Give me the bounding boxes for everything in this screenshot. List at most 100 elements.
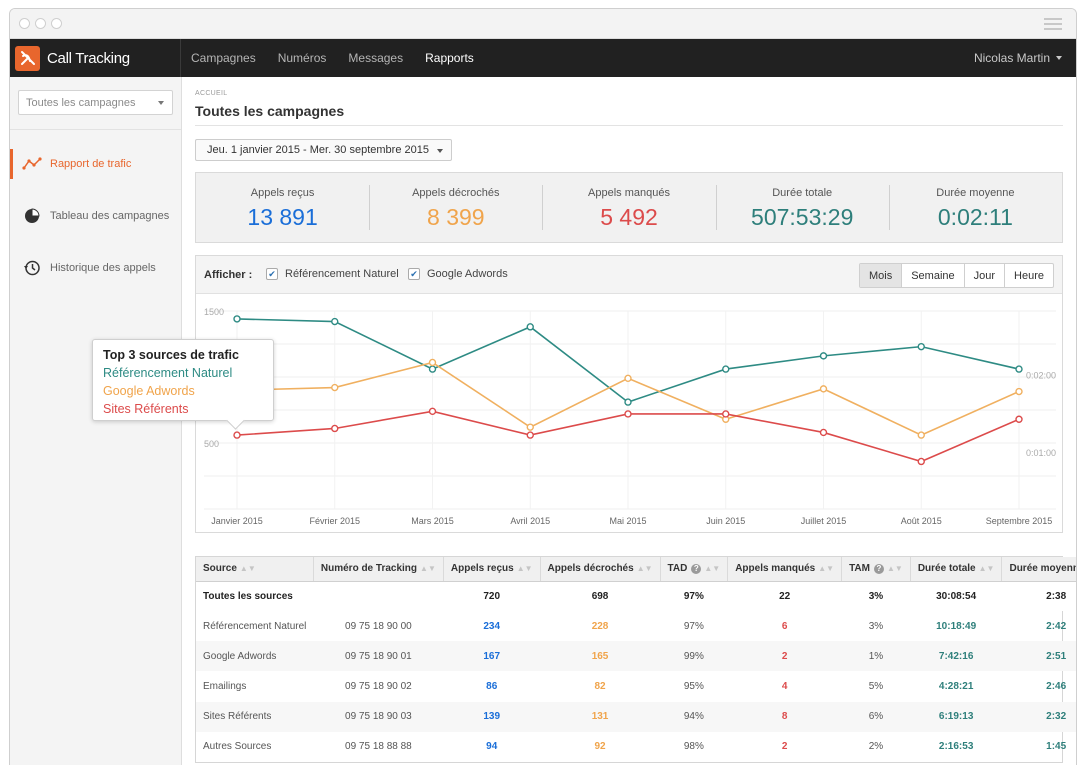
user-menu[interactable]: Nicolas Martin — [974, 39, 1062, 77]
period-jour-button[interactable]: Jour — [963, 264, 1004, 287]
data-point — [624, 398, 632, 406]
table-row[interactable]: Autres Sources 09 75 18 88 88 94 92 98% … — [196, 732, 1076, 762]
col-appels-recus[interactable]: Appels reçus ▲▼ — [443, 557, 541, 582]
cell-total: 6:19:13 — [910, 701, 1002, 732]
period-mois-button[interactable]: Mois — [859, 264, 902, 287]
minimize-window-dot[interactable] — [35, 18, 46, 29]
y-tick-label: 1500 — [204, 307, 224, 317]
sidebar-item-tableau-campagnes[interactable]: Tableau des campagnes — [10, 201, 181, 231]
nav-rapports[interactable]: Rapports — [425, 51, 474, 65]
cell-source: Sites Référents — [196, 701, 314, 732]
stat-value: 0:02:11 — [937, 204, 1013, 230]
maximize-window-dot[interactable] — [51, 18, 62, 29]
history-icon — [22, 259, 42, 277]
cell-tam: 3% — [868, 620, 884, 632]
date-range-picker[interactable]: Jeu. 1 janvier 2015 - Mer. 30 septembre … — [195, 139, 452, 161]
sidebar-item-historique-appels[interactable]: Historique des appels — [10, 253, 181, 283]
col-appels-decroches[interactable]: Appels décrochés ▲▼ — [540, 557, 661, 582]
brand[interactable]: Call Tracking — [10, 39, 181, 77]
col-source[interactable]: Source ▲▼ — [196, 557, 314, 582]
y-tick-label: 500 — [204, 439, 219, 449]
col-duree-moyenne[interactable]: Durée moyenne▲▼ — [1001, 557, 1076, 582]
cell-answered: 82 — [594, 680, 606, 692]
table-total-row[interactable]: Toutes les sources 720 698 97% 22 3% 30:… — [196, 581, 1076, 611]
table-row[interactable]: Google Adwords 09 75 18 90 01 167 165 99… — [196, 641, 1076, 672]
cell-number — [313, 581, 444, 611]
tooltip-title: Top 3 sources de trafic — [103, 348, 239, 362]
data-point — [331, 424, 339, 433]
data-point — [233, 315, 241, 323]
cell-missed: 8 — [727, 701, 842, 732]
stat-label: Appels décrochés — [412, 187, 500, 199]
traffic-chart-panel: Afficher : ✔ Référencement Naturel ✔ Goo… — [195, 255, 1063, 533]
x-tick-label: Juillet 2015 — [801, 516, 847, 526]
stat-value: 5 492 — [600, 204, 658, 230]
cell-missed: 6 — [781, 620, 788, 632]
col-duree-totale[interactable]: Durée totale ▲▼ — [910, 557, 1003, 582]
cell-received: 86 — [486, 680, 498, 692]
sort-icon: ▲▼ — [704, 564, 721, 574]
sidebar-item-label: Tableau des campagnes — [50, 210, 170, 222]
traffic-sources-tooltip: Top 3 sources de trafic Référencement Na… — [92, 339, 274, 421]
data-point — [526, 323, 534, 331]
period-semaine-button[interactable]: Semaine — [901, 264, 963, 287]
data-point — [331, 317, 339, 326]
y2-tick-label: 0:02:00 — [1026, 370, 1056, 380]
col-appels-manques[interactable]: Appels manqués ▲▼ — [727, 557, 843, 582]
cell-total: 10:18:49 — [936, 620, 977, 632]
cell-source: Référencement Naturel — [203, 620, 307, 632]
cell-source: Autres Sources — [203, 741, 272, 753]
tooltip-line-referencement: Référencement Naturel — [103, 366, 233, 380]
stat-value: 507:53:29 — [751, 204, 854, 230]
nav-numeros[interactable]: Numéros — [277, 51, 327, 65]
col-tad[interactable]: TAD? ▲▼ — [660, 557, 729, 582]
sidebar-item-rapport-trafic[interactable]: Rapport de trafic — [10, 149, 181, 179]
stat-appels-recus: Appels reçus 13 891 — [196, 173, 369, 242]
cell-number: 09 75 18 88 88 — [345, 741, 412, 753]
period-heure-button[interactable]: Heure — [1004, 264, 1053, 287]
x-tick-label: Septembre 2015 — [986, 516, 1053, 526]
table-row[interactable]: Sites Référents 09 75 18 90 03 139 131 9… — [196, 701, 1076, 732]
stat-label: Durée moyenne — [936, 187, 1015, 199]
sort-icon: ▲▼ — [886, 564, 903, 574]
checkbox-google-adwords[interactable]: ✔ Google Adwords — [408, 268, 508, 280]
cell-answered: 131 — [540, 701, 661, 732]
chevron-down-icon — [436, 149, 443, 153]
col-numero[interactable]: Numéro de Tracking ▲▼ — [313, 557, 444, 582]
checkmark-icon: ✔ — [266, 268, 278, 280]
cell-number: 09 75 18 90 03 — [313, 701, 444, 732]
chevron-down-icon — [158, 101, 164, 105]
top-navbar: Call Tracking Campagnes Numéros Messages… — [10, 39, 1076, 77]
sidebar-divider — [10, 129, 181, 130]
window-titlebar — [10, 9, 1076, 39]
table-row[interactable]: Référencement Naturel 09 75 18 90 00 234… — [196, 611, 1076, 641]
table-row[interactable]: Emailings 09 75 18 90 02 86 82 95% 4 5% … — [196, 671, 1076, 701]
cell-avg: 2:42 — [1046, 620, 1067, 632]
cell-number: 09 75 18 90 00 — [345, 620, 412, 632]
stat-duree-moyenne: Durée moyenne 0:02:11 — [888, 173, 1062, 242]
cell-answered: 165 — [540, 641, 661, 672]
x-tick-label: Mars 2015 — [411, 516, 454, 526]
close-window-dot[interactable] — [19, 18, 30, 29]
cell-answered: 228 — [591, 620, 609, 632]
x-tick-label: Juin 2015 — [706, 516, 745, 526]
data-point — [624, 410, 632, 418]
pie-chart-icon — [22, 207, 42, 225]
hamburger-menu-icon[interactable] — [1044, 18, 1062, 30]
nav-messages[interactable]: Messages — [348, 51, 404, 65]
sort-icon: ▲▼ — [978, 564, 995, 574]
data-point — [917, 457, 925, 466]
cell-received: 234 — [483, 620, 501, 632]
cell-tad: 98% — [683, 741, 704, 753]
cell-tam: 3% — [841, 581, 911, 611]
checkbox-referencement-naturel[interactable]: ✔ Référencement Naturel — [266, 268, 399, 280]
nav-campagnes[interactable]: Campagnes — [191, 51, 256, 65]
breadcrumb[interactable]: ACCUEIL — [195, 90, 228, 97]
call-tracking-logo-icon — [15, 45, 40, 71]
cell-avg: 2:32 — [1001, 701, 1076, 732]
campaign-select[interactable]: Toutes les campagnes — [18, 90, 173, 115]
col-tam[interactable]: TAM? ▲▼ — [841, 557, 911, 582]
browser-window: Call Tracking Campagnes Numéros Messages… — [9, 8, 1077, 765]
y2-tick-label: 0:01:00 — [1026, 448, 1056, 458]
stat-label: Appels manqués — [588, 187, 670, 199]
